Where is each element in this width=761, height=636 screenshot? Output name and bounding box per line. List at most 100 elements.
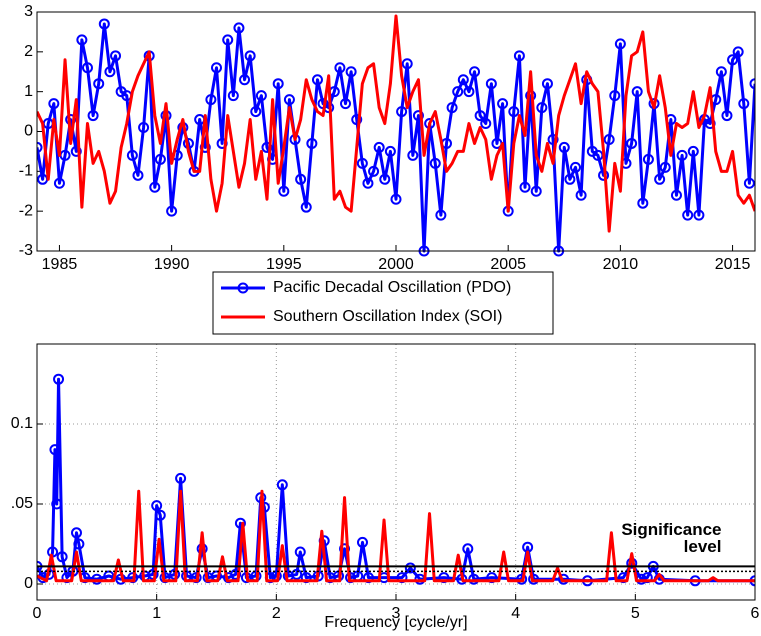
series-marker (659, 161, 671, 173)
series-marker (294, 546, 306, 558)
series-marker (446, 102, 458, 114)
series-marker (76, 34, 88, 46)
series-marker (637, 197, 649, 209)
x-tick-label: 3 (392, 605, 401, 622)
series-marker (412, 110, 424, 122)
series-marker (230, 568, 242, 580)
series-marker (732, 46, 744, 58)
legend-label: Southern Oscillation Index (SOI) (273, 308, 502, 325)
series-marker (462, 543, 474, 555)
series-marker (340, 98, 352, 110)
series-marker (429, 157, 441, 169)
series-marker (536, 102, 548, 114)
series-marker (570, 161, 581, 173)
series-marker (132, 169, 144, 181)
series-marker (81, 62, 93, 74)
series-marker (435, 209, 447, 221)
series-marker (276, 479, 288, 491)
series-marker (682, 209, 694, 221)
series-marker (56, 551, 68, 563)
y-tick-label: -3 (19, 242, 33, 259)
series-marker (110, 50, 122, 62)
series-line (37, 22, 755, 253)
y-tick-label: 1 (24, 83, 33, 100)
series-marker (541, 78, 553, 90)
series-marker (87, 110, 99, 122)
series-marker (749, 78, 755, 90)
series-marker (384, 145, 396, 157)
y-tick-label: -1 (19, 163, 33, 180)
series-marker (457, 74, 469, 86)
series-marker (300, 201, 312, 213)
series-marker (261, 141, 273, 153)
series-marker (48, 98, 60, 110)
series-marker (474, 110, 486, 122)
x-tick-label: 2010 (603, 256, 639, 273)
series-marker (104, 66, 116, 78)
series-marker (528, 573, 540, 585)
series-marker (53, 373, 65, 385)
series-marker (468, 573, 480, 585)
series-marker (743, 177, 755, 189)
series-marker (404, 562, 416, 574)
series-marker (166, 205, 178, 217)
series-line (37, 489, 755, 583)
series-marker (175, 472, 187, 484)
legend-label: Pacific Decadal Oscillation (PDO) (273, 279, 511, 296)
series-marker (51, 498, 63, 510)
series-marker (311, 74, 323, 86)
x-tick-label: 6 (751, 605, 760, 622)
series-marker (356, 157, 368, 169)
series-marker (356, 536, 368, 548)
series-marker (485, 78, 497, 90)
y-tick-label: -2 (19, 202, 33, 219)
series-marker (558, 573, 570, 585)
series-marker (693, 209, 705, 221)
series-marker (721, 110, 733, 122)
series-marker (37, 141, 43, 153)
significance-label: level (684, 537, 722, 556)
series-marker (151, 500, 163, 512)
x-tick-label: 0 (33, 605, 42, 622)
series-marker (205, 94, 217, 106)
series-marker (154, 509, 166, 521)
series-marker (614, 38, 626, 50)
y-tick-label: 0 (24, 575, 33, 592)
series-marker (244, 50, 256, 62)
series-marker (480, 118, 492, 130)
series-marker (530, 185, 542, 197)
series-marker (516, 573, 528, 585)
series-marker (609, 90, 621, 102)
x-tick-label: 1 (152, 605, 161, 622)
series-marker (564, 173, 576, 185)
x-tick-label: 2 (272, 605, 281, 622)
series-marker (138, 122, 150, 134)
series-marker (670, 189, 682, 201)
series-marker (558, 141, 570, 153)
series-marker (334, 62, 346, 74)
series-marker (239, 74, 251, 86)
legend-box (212, 271, 554, 335)
series-marker (463, 86, 475, 98)
x-tick-label: 5 (631, 605, 640, 622)
series-marker (519, 181, 531, 193)
series-marker (513, 50, 525, 62)
series-marker (603, 133, 615, 145)
x-axis-label: Frequency [cycle/yr] (324, 614, 467, 631)
y-tick-label: 0.1 (11, 415, 33, 432)
series-marker (715, 66, 727, 78)
y-tick-label: 0 (24, 123, 33, 140)
series-marker (93, 78, 105, 90)
series-marker (233, 22, 245, 34)
series-marker (272, 78, 284, 90)
series-marker (291, 568, 303, 580)
series-marker (70, 145, 82, 157)
axes-frame (36, 343, 756, 601)
series-marker (73, 538, 85, 550)
series-marker (469, 66, 481, 78)
series-marker (401, 58, 413, 70)
series-marker (91, 573, 103, 585)
series-marker (379, 173, 391, 185)
series-marker (738, 98, 750, 110)
